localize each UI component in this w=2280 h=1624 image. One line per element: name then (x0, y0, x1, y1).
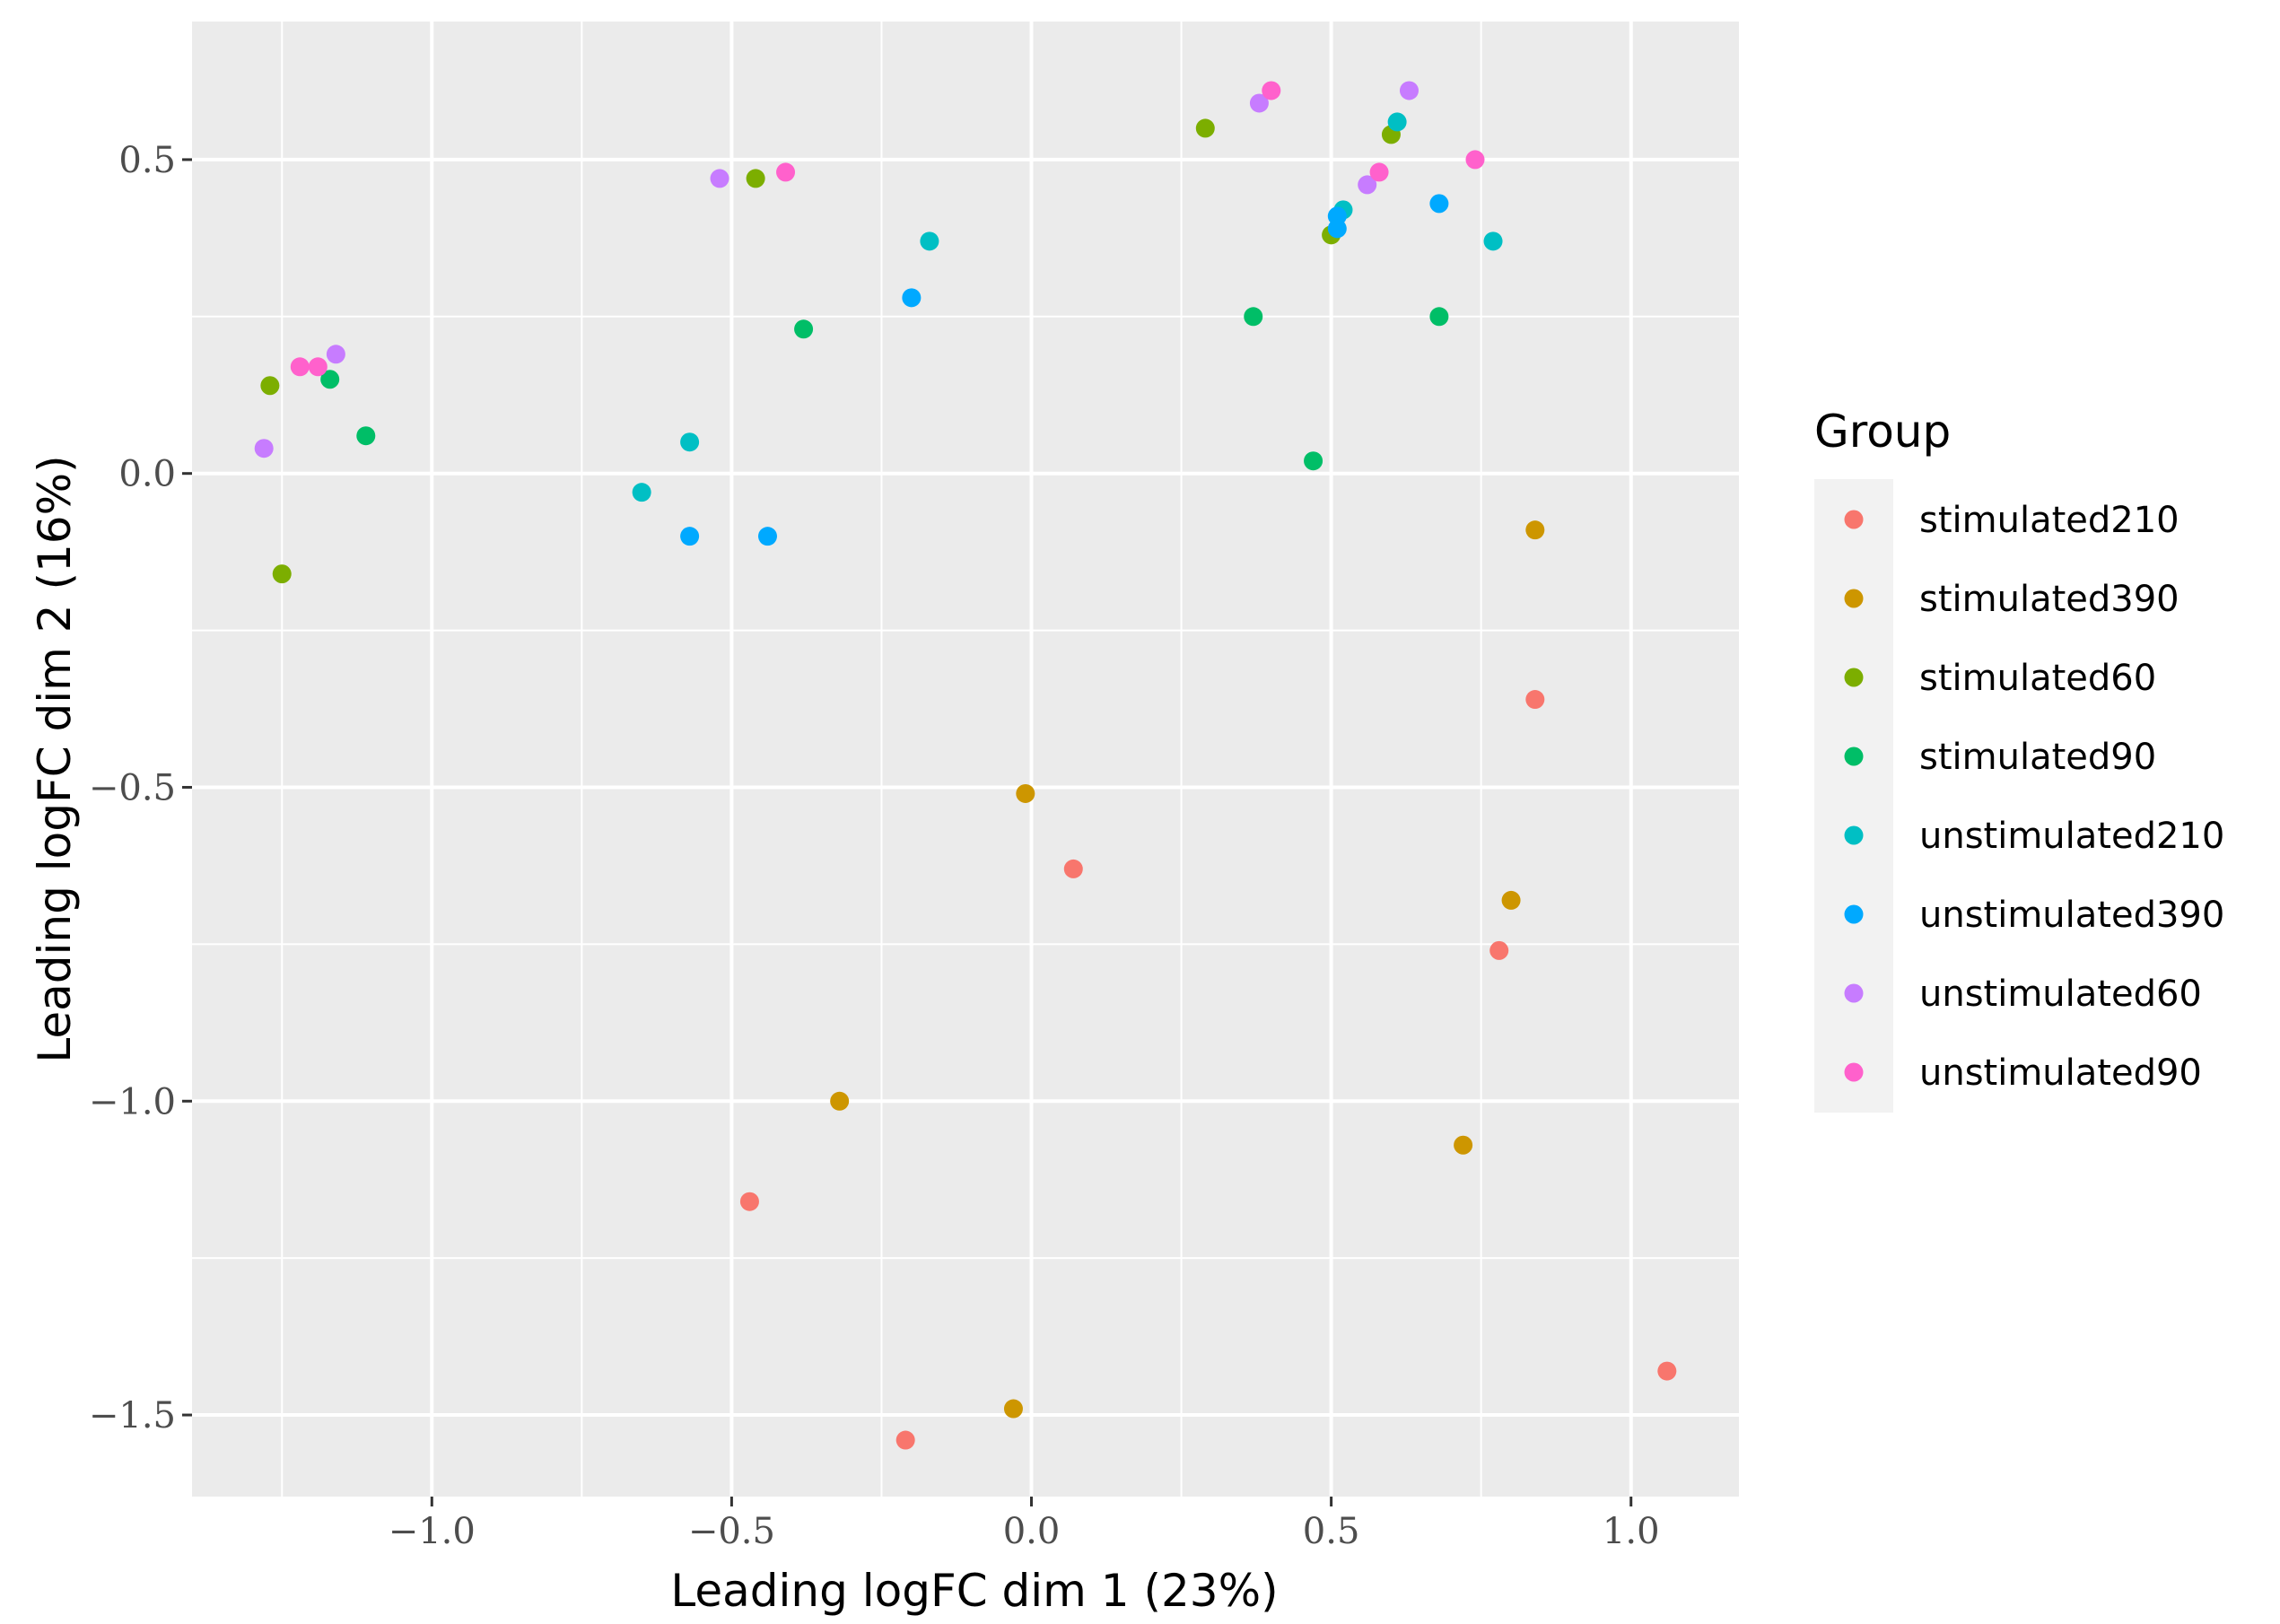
legend: Group stimulated210stimulated390stimulat… (1814, 406, 2224, 1113)
data-point-stimulated60 (1195, 118, 1215, 138)
x-tick-label: 0.5 (1303, 1511, 1360, 1552)
legend-label-stimulated90: stimulated90 (1919, 737, 2156, 778)
data-point-unstimulated90 (290, 357, 310, 377)
x-tick-label: 0.0 (1003, 1511, 1061, 1552)
data-point-stimulated90 (1429, 307, 1449, 327)
data-point-stimulated210 (1063, 859, 1083, 878)
data-point-stimulated90 (320, 370, 340, 389)
x-axis-title: Leading logFC dim 1 (23%) (670, 1565, 1278, 1617)
data-points (254, 81, 1677, 1450)
data-point-unstimulated210 (1387, 112, 1407, 132)
data-point-unstimulated210 (920, 231, 939, 251)
data-point-unstimulated390 (902, 288, 922, 308)
data-point-stimulated390 (1003, 1399, 1023, 1419)
legend-key-background (1814, 479, 1893, 1113)
data-point-unstimulated90 (1262, 81, 1281, 100)
data-point-stimulated390 (1501, 890, 1521, 910)
legend-label-unstimulated390: unstimulated390 (1919, 895, 2224, 936)
data-point-stimulated60 (260, 376, 280, 396)
y-axis-ticks: 0.5 0.0 −0.5 −1.0 −1.5 (89, 140, 192, 1436)
legend-key-stimulated390 (1844, 589, 1864, 608)
x-tick-label: 1.0 (1603, 1511, 1660, 1552)
legend-label-unstimulated60: unstimulated60 (1919, 974, 2202, 1015)
data-point-unstimulated210 (1483, 231, 1503, 251)
y-tick-label: −0.5 (89, 767, 176, 808)
grid-major (192, 22, 1739, 1497)
data-point-unstimulated60 (1358, 175, 1377, 195)
legend-key-unstimulated210 (1844, 825, 1864, 845)
data-point-stimulated210 (895, 1430, 915, 1450)
y-tick-label: −1.0 (89, 1081, 176, 1122)
data-point-stimulated210 (1657, 1361, 1677, 1381)
grid-minor (192, 22, 1739, 1497)
data-point-stimulated210 (1489, 940, 1509, 960)
data-point-stimulated390 (1454, 1135, 1473, 1155)
x-tick-label: −1.0 (389, 1511, 476, 1552)
data-point-stimulated90 (1304, 451, 1323, 471)
data-point-stimulated60 (746, 169, 765, 188)
data-point-unstimulated90 (776, 162, 796, 182)
data-point-unstimulated390 (1327, 219, 1347, 239)
data-point-stimulated90 (794, 319, 814, 339)
x-axis-ticks: −1.0 −0.5 0.0 0.5 1.0 (389, 1497, 1660, 1552)
legend-label-stimulated60: stimulated60 (1919, 658, 2156, 699)
data-point-unstimulated60 (326, 345, 345, 364)
data-point-unstimulated90 (1369, 162, 1389, 182)
legend-key-stimulated60 (1844, 668, 1864, 687)
y-axis-title: Leading logFC dim 2 (16%) (29, 455, 81, 1062)
data-point-stimulated210 (1525, 690, 1545, 710)
legend-label-unstimulated210: unstimulated210 (1919, 816, 2224, 857)
data-point-unstimulated60 (254, 439, 274, 458)
data-point-unstimulated210 (632, 483, 651, 502)
legend-label-unstimulated90: unstimulated90 (1919, 1052, 2202, 1094)
legend-items: stimulated210 stimulated390 stimulated60 st… (1844, 500, 2224, 1094)
data-point-unstimulated90 (308, 357, 328, 377)
legend-key-unstimulated390 (1844, 904, 1864, 924)
data-point-unstimulated60 (710, 169, 729, 188)
plot-panel (192, 22, 1739, 1497)
data-point-stimulated390 (1525, 520, 1545, 540)
data-point-unstimulated90 (1465, 150, 1485, 170)
legend-title: Group (1814, 406, 1951, 458)
data-point-stimulated390 (1016, 783, 1035, 803)
data-point-stimulated60 (272, 564, 292, 584)
x-tick-label: −0.5 (688, 1511, 775, 1552)
y-tick-label: 0.5 (118, 140, 176, 181)
legend-label-stimulated210: stimulated210 (1919, 500, 2180, 541)
data-point-unstimulated390 (680, 527, 700, 546)
y-tick-label: −1.5 (89, 1395, 176, 1436)
data-point-stimulated90 (1244, 307, 1263, 327)
data-point-unstimulated60 (1399, 81, 1419, 100)
legend-key-stimulated90 (1844, 747, 1864, 766)
data-point-stimulated210 (739, 1192, 759, 1211)
data-point-stimulated390 (830, 1091, 850, 1111)
data-point-unstimulated390 (1429, 194, 1449, 214)
legend-key-unstimulated90 (1844, 1062, 1864, 1082)
data-point-stimulated90 (356, 426, 376, 446)
legend-label-stimulated390: stimulated390 (1919, 579, 2180, 620)
data-point-unstimulated60 (1249, 93, 1269, 113)
legend-key-stimulated210 (1844, 510, 1864, 529)
data-point-unstimulated210 (680, 432, 700, 452)
y-tick-label: 0.0 (118, 454, 176, 495)
data-point-unstimulated390 (757, 527, 777, 546)
legend-key-unstimulated60 (1844, 983, 1864, 1003)
